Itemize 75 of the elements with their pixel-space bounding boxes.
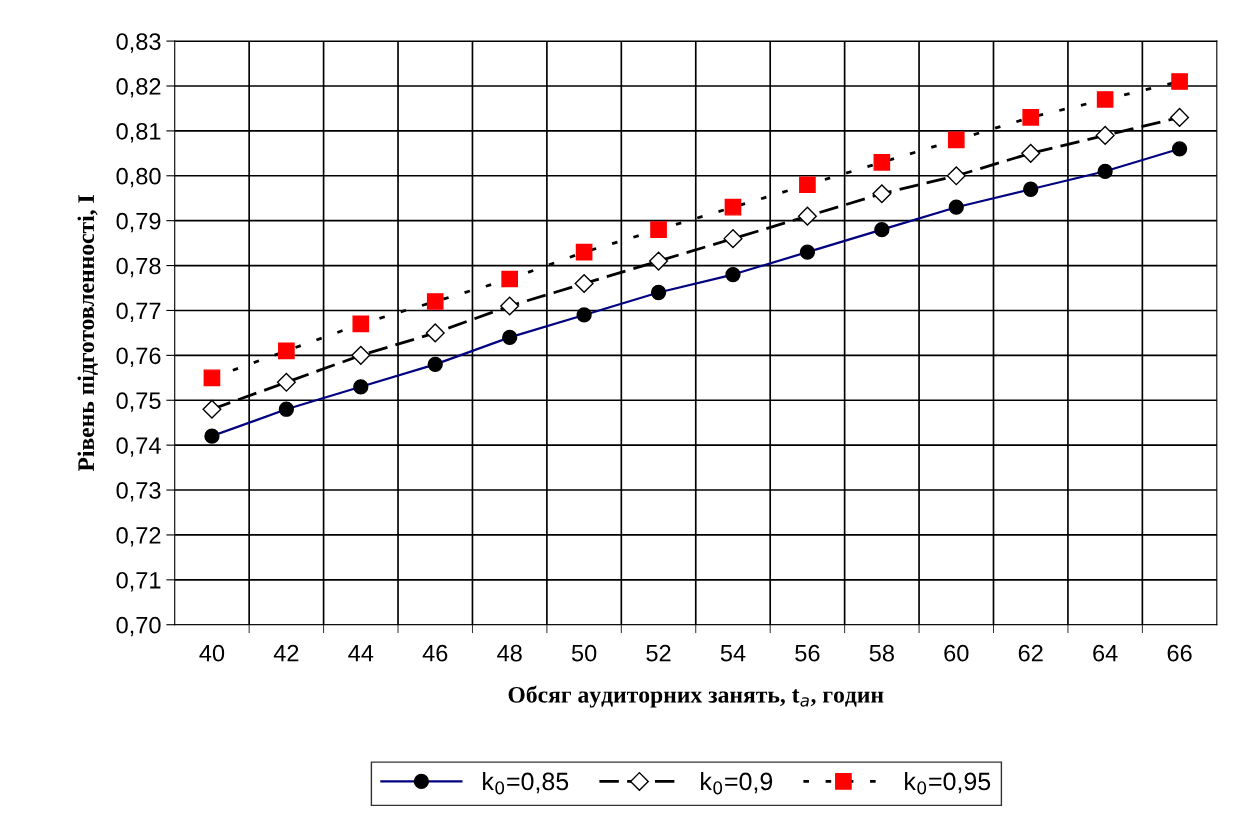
- point: [351, 345, 371, 365]
- x-tick-label: 52: [646, 644, 671, 662]
- y-tick-label: 0,80: [116, 167, 161, 188]
- y-tick-label: 0,81: [116, 122, 161, 143]
- x-tick-label: 56: [795, 644, 820, 662]
- x-tick-label: 48: [497, 644, 522, 662]
- point: [947, 131, 965, 149]
- y-tick-label: 0,75: [116, 392, 161, 412]
- point: [1022, 109, 1040, 126]
- y-tick-label: 0,79: [116, 212, 161, 233]
- x-axis-title: Обсяг аудиторних занять, t$_{a}$, годин: [508, 685, 884, 708]
- point: [797, 206, 817, 226]
- point: [1096, 91, 1114, 108]
- x-tick-label: 40: [199, 644, 225, 662]
- y-tick-label: 0,71: [116, 571, 161, 592]
- point: [202, 399, 222, 419]
- point: [426, 293, 444, 310]
- point: [873, 153, 891, 171]
- point: [872, 184, 892, 204]
- point: [725, 266, 741, 283]
- x-tick-label: 64: [1093, 644, 1118, 662]
- x-tick-label: 60: [944, 644, 969, 662]
- point: [574, 273, 594, 294]
- y-tick-label: 0,82: [116, 78, 161, 98]
- point: [724, 198, 742, 216]
- x-tick-label: 44: [348, 645, 374, 662]
- point: [425, 323, 445, 343]
- point: [799, 244, 816, 260]
- point: [575, 243, 593, 261]
- y-tick-label: 0,76: [116, 347, 161, 367]
- y-axis-title: Рівень підготовленності, I: [77, 195, 98, 472]
- point: [203, 369, 221, 387]
- legend-label: k$_{0}$=0,95: [905, 771, 991, 795]
- point: [352, 315, 370, 333]
- x-tick-label: 62: [1018, 644, 1043, 662]
- point: [1171, 141, 1188, 157]
- y-tick-label: 0,78: [116, 257, 161, 278]
- y-tick-label: 0,74: [116, 437, 161, 457]
- point: [427, 356, 443, 372]
- point: [576, 307, 592, 323]
- point: [650, 221, 667, 238]
- y-tick-label: 0,70: [116, 616, 161, 637]
- legend-label: k$_{0}$=0,85: [483, 771, 569, 795]
- point: [1023, 181, 1039, 197]
- point: [278, 401, 295, 417]
- y-tick-label: 0,73: [116, 482, 161, 502]
- point: [276, 372, 296, 392]
- point: [502, 329, 518, 346]
- point: [649, 251, 669, 271]
- point: [946, 166, 966, 186]
- point: [204, 428, 220, 444]
- point: [501, 270, 519, 288]
- point: [650, 284, 667, 301]
- point: [723, 229, 743, 249]
- x-tick-label: 46: [422, 644, 448, 662]
- legend-label: k$_{0}$=0,9: [701, 771, 773, 795]
- point: [278, 342, 295, 360]
- point: [948, 199, 964, 215]
- point: [1097, 163, 1113, 179]
- x-tick-label: 42: [273, 644, 299, 662]
- point: [799, 176, 816, 194]
- point: [1171, 73, 1188, 90]
- x-tick-label: 54: [720, 645, 746, 662]
- point: [1021, 143, 1041, 163]
- y-tick-label: 0,83: [116, 33, 161, 53]
- point: [874, 222, 890, 238]
- point: [1095, 125, 1115, 145]
- x-tick-label: 58: [869, 644, 894, 662]
- y-tick-label: 0,72: [116, 527, 161, 547]
- point: [353, 379, 369, 395]
- x-tick-label: 50: [571, 644, 597, 662]
- point: [1170, 107, 1190, 127]
- x-tick-label: 66: [1167, 644, 1192, 662]
- point: [500, 296, 520, 316]
- y-tick-label: 0,77: [116, 302, 161, 323]
